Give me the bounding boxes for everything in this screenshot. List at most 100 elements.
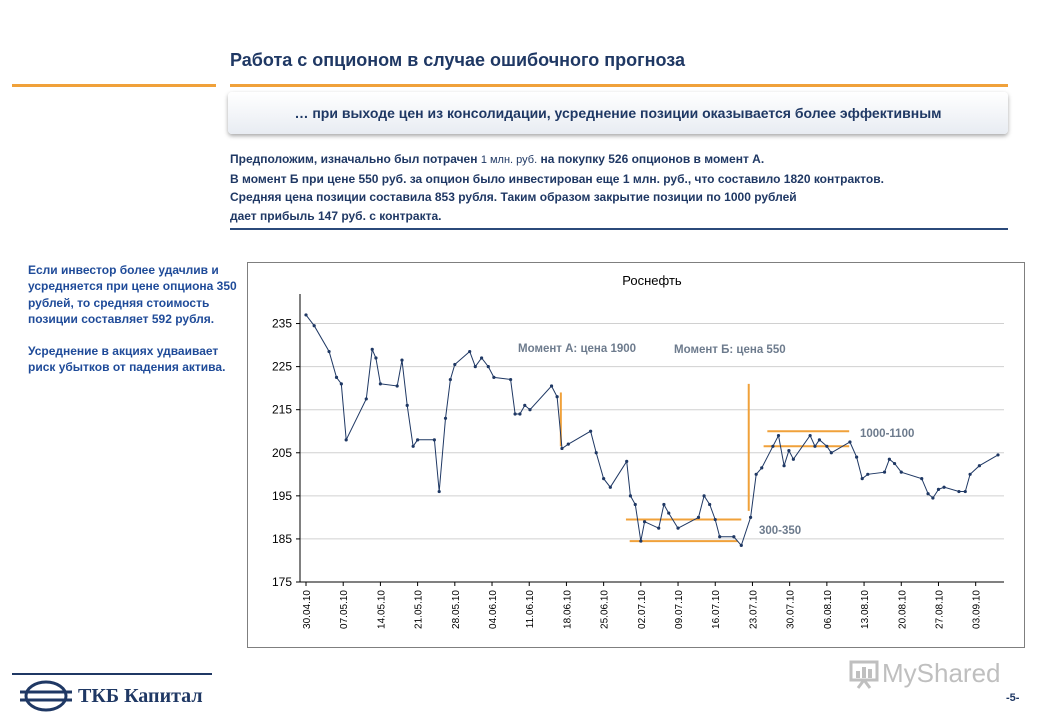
x-tick-label: 09.07.10 (674, 590, 685, 629)
price-point (633, 502, 637, 507)
price-point (555, 395, 559, 399)
price-point (882, 470, 887, 474)
price-point (400, 358, 404, 362)
price-point (813, 444, 817, 448)
moment-b-label: Момент Б: цена 550 (674, 344, 786, 356)
price-point (957, 489, 961, 494)
x-tick-label: 21.05.10 (414, 590, 425, 629)
price-point (662, 502, 666, 507)
x-tick-label: 06.08.10 (823, 590, 834, 629)
paragraph-line-2: В момент Б при цене 550 руб. за опцион б… (230, 171, 884, 186)
price-point (776, 433, 781, 438)
y-tick-label: 205 (272, 446, 292, 460)
price-point (378, 382, 383, 386)
price-point (920, 477, 924, 481)
price-point (518, 412, 522, 416)
paragraph-line-4: дает прибыль 147 руб. с контракта. (230, 208, 442, 223)
price-point (560, 446, 564, 451)
price-point (771, 444, 775, 448)
subtitle-banner: … при выходе цен из консолидации, усредн… (228, 92, 1008, 134)
price-point (676, 526, 680, 530)
chart-title: Роснефть (622, 273, 682, 288)
price-point (887, 457, 891, 461)
price-point (936, 487, 941, 491)
price-point (931, 496, 935, 500)
range-300-350-label: 300-350 (759, 525, 801, 537)
price-point (866, 472, 870, 476)
price-point (782, 464, 786, 468)
price-point (817, 438, 822, 442)
watermark: MyShared (848, 656, 1008, 692)
x-tick-label: 18.06.10 (562, 590, 573, 629)
price-point (453, 362, 457, 367)
y-tick-label: 215 (272, 403, 292, 417)
price-point (448, 377, 452, 382)
paragraph-line-1b: на покупку 526 опционов в момент А. (537, 152, 765, 166)
price-point (702, 494, 706, 498)
x-tick-label: 13.08.10 (860, 590, 871, 629)
sidebar-note-2: Усреднение в акциях удваивает риск убытк… (28, 344, 226, 375)
section-divider (230, 228, 1008, 230)
paragraph-line-1a: Предположим, изначально был потрачен (230, 152, 481, 166)
price-point (855, 455, 859, 459)
price-point (549, 384, 554, 388)
range-1000-1100-label: 1000-1100 (860, 428, 914, 440)
x-tick-label: 07.05.10 (339, 590, 350, 629)
logo-emblem-icon (20, 680, 72, 712)
price-point (926, 492, 930, 496)
x-tick-label: 25.06.10 (600, 590, 611, 629)
explanation-paragraph: Предположим, изначально был потрачен 1 м… (230, 150, 1010, 225)
x-tick-label: 14.05.10 (376, 590, 387, 629)
price-point (312, 324, 316, 328)
price-point (416, 438, 420, 442)
page-title: Работа с опционом в случае ошибочного пр… (230, 50, 685, 70)
price-chart: Роснефть 175 185 195 205 215 225 235 30.04.10 07.… (247, 262, 1025, 648)
price-point (808, 433, 812, 438)
price-point (860, 477, 864, 481)
price-point (339, 382, 343, 386)
price-point (713, 517, 717, 522)
x-tick-label: 03.09.10 (972, 590, 983, 629)
price-point (608, 485, 612, 489)
price-point (628, 494, 633, 498)
price-point (642, 520, 647, 524)
price-point (657, 526, 661, 530)
price-point (848, 440, 852, 444)
y-tick-label: 225 (272, 360, 292, 374)
price-point (968, 472, 972, 476)
price-point (760, 466, 764, 470)
price-point (639, 539, 643, 543)
watermark-text: MyShared (882, 658, 1001, 688)
y-tick-label: 175 (272, 575, 292, 589)
price-point (432, 438, 436, 442)
sidebar-note-1: Если инвестор более удачлив и усредняетс… (28, 263, 237, 326)
moment-a-label: Момент А: цена 1900 (518, 343, 636, 355)
x-tick-label: 02.07.10 (637, 590, 648, 629)
price-point (364, 397, 368, 401)
price-point (942, 485, 946, 489)
price-point (411, 444, 415, 448)
x-tick-label: 11.06.10 (525, 590, 536, 629)
paragraph-line-3: Средняя цена позиции составила 853 рубля… (230, 190, 797, 204)
price-point (486, 365, 490, 369)
price-point (996, 453, 1000, 457)
y-tick-label: 185 (272, 532, 292, 546)
presentation-icon (849, 660, 879, 689)
price-point (437, 489, 441, 494)
price-point (791, 457, 795, 461)
price-point (513, 412, 517, 416)
price-point (602, 477, 606, 481)
price-point (625, 459, 629, 463)
page-number: -5- (1006, 692, 1020, 704)
title-underline-left (12, 84, 216, 87)
price-point (528, 408, 532, 412)
x-tick-label: 20.08.10 (897, 590, 908, 629)
y-tick-label: 235 (272, 317, 292, 331)
price-point (468, 349, 472, 354)
x-tick-label: 30.07.10 (786, 590, 797, 629)
x-tick-label: 04.06.10 (488, 590, 499, 629)
x-tick-label: 30.04.10 (302, 590, 313, 629)
x-tick-label: 27.08.10 (934, 590, 945, 629)
company-logo: ТКБ Капитал (12, 673, 212, 717)
price-point (405, 403, 409, 407)
